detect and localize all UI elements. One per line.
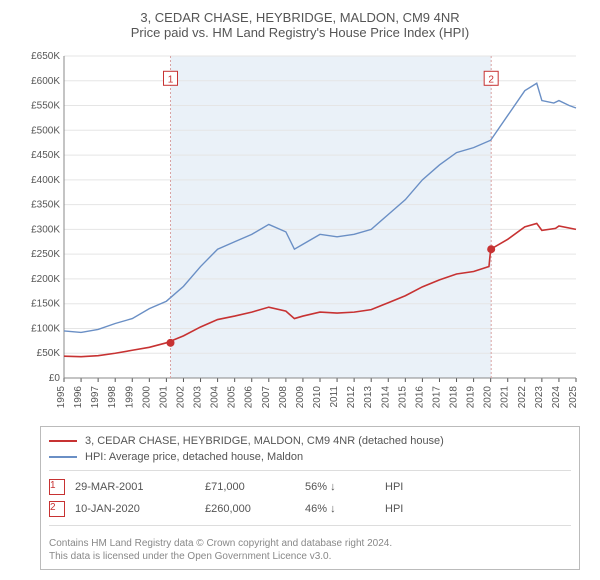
svg-text:2014: 2014	[380, 386, 391, 409]
legend-row: HPI: Average price, detached house, Mald…	[49, 449, 571, 465]
license-line-2: This data is licensed under the Open Gov…	[49, 551, 331, 562]
title-address: 3, CEDAR CHASE, HEYBRIDGE, MALDON, CM9 4…	[10, 10, 590, 25]
svg-text:2025: 2025	[568, 386, 579, 409]
svg-text:2016: 2016	[414, 386, 425, 409]
license-line-1: Contains HM Land Registry data © Crown c…	[49, 538, 392, 549]
legend-block: 3, CEDAR CHASE, HEYBRIDGE, MALDON, CM9 4…	[49, 433, 571, 465]
svg-text:2001: 2001	[158, 386, 169, 409]
svg-text:2023: 2023	[534, 386, 545, 409]
sale-marker-box: 1	[49, 479, 65, 495]
svg-text:£350K: £350K	[31, 200, 60, 211]
svg-text:2015: 2015	[397, 386, 408, 409]
svg-text:2011: 2011	[329, 386, 340, 408]
svg-text:1: 1	[168, 74, 174, 85]
svg-text:2002: 2002	[175, 386, 186, 409]
svg-text:2020: 2020	[483, 386, 494, 409]
svg-text:2008: 2008	[278, 386, 289, 409]
divider	[49, 525, 571, 526]
legend-swatch	[49, 456, 77, 458]
svg-text:£550K: £550K	[31, 101, 60, 112]
svg-text:1997: 1997	[90, 386, 101, 409]
divider	[49, 470, 571, 471]
sale-ref: HPI	[385, 481, 403, 493]
svg-text:2022: 2022	[517, 386, 528, 409]
svg-text:£0: £0	[49, 373, 61, 384]
legend-row: 3, CEDAR CHASE, HEYBRIDGE, MALDON, CM9 4…	[49, 433, 571, 449]
svg-text:£50K: £50K	[37, 348, 61, 359]
sales-block: 1 29-MAR-2001£71,00056% ↓HPI 2 10-JAN-2020£…	[49, 476, 571, 520]
svg-text:2006: 2006	[244, 386, 255, 409]
line-chart-svg: £0 £50K £100K £150K £200K £250K £300K £350K £400…	[20, 48, 580, 418]
sale-row: 1 29-MAR-2001£71,00056% ↓HPI	[49, 476, 571, 498]
sale-marker-box: 2	[49, 501, 65, 517]
svg-text:2021: 2021	[500, 386, 511, 409]
svg-text:£450K: £450K	[31, 150, 60, 161]
legend-label: HPI: Average price, detached house, Mald…	[85, 451, 303, 463]
sale-pct: 46% ↓	[305, 503, 385, 515]
svg-text:£200K: £200K	[31, 274, 60, 285]
svg-text:2009: 2009	[295, 386, 306, 409]
svg-text:1996: 1996	[73, 386, 84, 409]
sale-pct: 56% ↓	[305, 481, 385, 493]
svg-text:2005: 2005	[227, 386, 238, 409]
svg-text:2018: 2018	[449, 386, 460, 409]
svg-text:£100K: £100K	[31, 323, 60, 334]
svg-text:2004: 2004	[210, 386, 221, 409]
svg-text:£300K: £300K	[31, 224, 60, 235]
sale-ref: HPI	[385, 503, 403, 515]
legend-label: 3, CEDAR CHASE, HEYBRIDGE, MALDON, CM9 4…	[85, 435, 444, 447]
legend-swatch	[49, 440, 77, 442]
svg-text:£150K: £150K	[31, 299, 60, 310]
svg-text:£600K: £600K	[31, 76, 60, 87]
svg-text:2010: 2010	[312, 386, 323, 409]
license-text: Contains HM Land Registry data © Crown c…	[49, 531, 571, 563]
legend-and-data-box: 3, CEDAR CHASE, HEYBRIDGE, MALDON, CM9 4…	[40, 426, 580, 570]
svg-text:1995: 1995	[56, 386, 67, 409]
svg-text:1999: 1999	[124, 386, 135, 409]
sale-price: £260,000	[205, 503, 305, 515]
svg-text:2024: 2024	[551, 386, 562, 409]
svg-text:2017: 2017	[431, 386, 442, 409]
title-subtitle: Price paid vs. HM Land Registry's House …	[10, 25, 590, 40]
sale-date: 10-JAN-2020	[75, 503, 205, 515]
svg-text:£400K: £400K	[31, 175, 60, 186]
sale-row: 2 10-JAN-2020£260,00046% ↓HPI	[49, 498, 571, 520]
svg-text:2000: 2000	[141, 386, 152, 409]
svg-text:2013: 2013	[363, 386, 374, 409]
svg-text:£650K: £650K	[31, 51, 60, 62]
svg-text:2003: 2003	[193, 386, 204, 409]
svg-text:2012: 2012	[346, 386, 357, 409]
chart-title-block: 3, CEDAR CHASE, HEYBRIDGE, MALDON, CM9 4…	[10, 10, 590, 40]
chart-area: £0 £50K £100K £150K £200K £250K £300K £350K £400…	[20, 48, 580, 418]
svg-text:£500K: £500K	[31, 125, 60, 136]
svg-text:2: 2	[488, 74, 494, 85]
svg-text:1998: 1998	[107, 386, 118, 409]
sale-date: 29-MAR-2001	[75, 481, 205, 493]
sale-price: £71,000	[205, 481, 305, 493]
svg-text:2019: 2019	[466, 386, 477, 409]
svg-text:2007: 2007	[261, 386, 272, 409]
svg-text:£250K: £250K	[31, 249, 60, 260]
